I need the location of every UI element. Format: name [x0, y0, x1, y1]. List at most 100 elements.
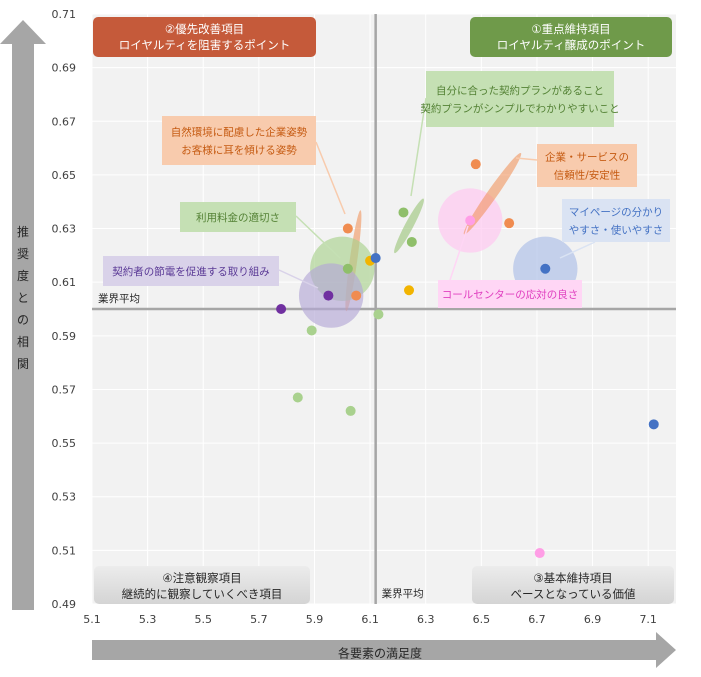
annotation-connector-saving [278, 269, 319, 289]
data-point [648, 419, 659, 430]
quadrant-title-q2: ②優先改善項目 [165, 22, 244, 36]
annotation-text-saving: 契約者の節電を促進する取り組み [112, 265, 270, 278]
y-tick-label: 0.51 [52, 544, 77, 557]
data-point [406, 236, 417, 247]
x-tick-label: 5.1 [83, 613, 101, 626]
y-tick-label: 0.55 [52, 437, 77, 450]
data-point [345, 405, 356, 416]
annotation-text-price: 利用料金の適切さ [196, 211, 280, 224]
y-axis-label-char: 関 [17, 357, 29, 371]
x-tick-label: 6.1 [361, 613, 379, 626]
x-axis-label: 各要素の満足度 [338, 646, 422, 661]
annotation-text-plan: 自分に合った契約プランがあること [436, 84, 604, 97]
annotation-text-mypage: マイページの分かり [569, 207, 663, 219]
data-point [398, 207, 409, 218]
annotation-box-mypage [562, 199, 670, 242]
annotation-box-nature [162, 116, 316, 165]
y-axis-label: 推奨度との相関 [17, 225, 29, 371]
data-point [465, 215, 476, 226]
x-axis-arrow [92, 632, 676, 668]
y-axis-label-char: と [17, 291, 29, 305]
x-tick-label: 5.7 [250, 613, 268, 626]
annotation-connector-mypage [559, 241, 596, 259]
quadrant-subtitle-q3: ベースとなっている価値 [510, 587, 636, 601]
data-point [351, 290, 362, 301]
y-tick-label: 0.67 [52, 115, 77, 128]
highlight-ellipse [394, 198, 424, 254]
y-axis-label-char: 相 [17, 335, 29, 349]
y-axis-label-char: 推 [17, 225, 29, 239]
annotation-text-nature: お客様に耳を傾ける姿勢 [181, 144, 297, 157]
data-point [540, 263, 551, 274]
quadrant-title-q4: ④注意観察項目 [162, 571, 241, 585]
data-point [276, 304, 287, 314]
data-point [504, 218, 515, 229]
y-axis-label-char: 度 [17, 268, 29, 283]
y-tick-label: 0.63 [52, 223, 77, 236]
x-tick-label: 7.1 [639, 613, 657, 626]
x-tick-label: 6.3 [417, 613, 435, 626]
annotation-text-trust: 企業・サービスの [545, 151, 629, 164]
data-point [306, 325, 317, 336]
annotation-text-nature: 自然環境に配慮した企業姿勢 [171, 126, 308, 139]
x-tick-label: 5.5 [194, 613, 212, 626]
data-point [470, 159, 481, 170]
axis-ticks: 5.1 5.3 5.5 5.7 5.9 6.1 6.3 6.5 6.7 6.9 7.1 0.71 0.6… [52, 8, 657, 626]
y-tick-label: 0.61 [52, 276, 77, 289]
annotation-connector-nature [315, 141, 346, 215]
y-tick-label: 0.59 [52, 330, 77, 343]
y-tick-label: 0.49 [52, 598, 77, 611]
annotation-box-callcenter [438, 280, 582, 308]
annotations: 自然環境に配慮した企業姿勢お客様に耳を傾ける姿勢利用料金の適切さ契約者の節電を促… [103, 71, 670, 308]
highlight-ellipse [463, 152, 522, 235]
quadrant-box-q3 [472, 566, 674, 604]
annotation-box-price [180, 202, 296, 232]
quadrant-title-q1: ①重点維持項目 [531, 22, 610, 36]
quadrant-box-q1 [470, 17, 672, 57]
connectors [278, 97, 596, 289]
x-reference-label: 業界平均 [382, 587, 424, 600]
data-point [373, 309, 384, 320]
y-reference-label: 業界平均 [98, 292, 140, 305]
annotation-connector-price [295, 215, 341, 259]
x-tick-label: 6.5 [473, 613, 491, 626]
data-point [292, 392, 303, 403]
annotation-connector-plan [410, 97, 427, 197]
annotation-connector-trust [515, 157, 538, 161]
x-tick-label: 6.9 [584, 613, 602, 626]
annotation-box-trust [537, 144, 637, 187]
annotation-text-mypage: やすさ・使いやすさ [569, 224, 664, 237]
quadrant-title-q3: ③基本維持項目 [533, 571, 612, 585]
quadrant-box-q4 [94, 566, 310, 604]
data-point [342, 223, 353, 234]
data-point [323, 290, 334, 301]
x-tick-label: 5.9 [306, 613, 324, 626]
data-point [404, 285, 415, 296]
annotation-box-saving [103, 256, 279, 286]
y-axis-label-char: 奨 [17, 247, 29, 261]
y-axis-label-char: の [17, 313, 29, 327]
y-tick-label: 0.69 [52, 62, 77, 75]
y-axis-arrow [0, 20, 46, 610]
x-tick-label: 5.3 [139, 613, 157, 626]
annotation-text-trust: 信頼性/安定性 [554, 169, 621, 182]
data-point [342, 263, 353, 274]
y-tick-label: 0.65 [52, 169, 77, 182]
x-tick-label: 6.7 [528, 613, 546, 626]
y-tick-label: 0.71 [52, 8, 77, 21]
annotation-text-callcenter: コールセンターの応対の良さ [442, 288, 579, 301]
quadrant-subtitle-q4: 継続的に観察していくべき項目 [122, 587, 283, 601]
quadrant-box-q2 [93, 17, 316, 57]
annotation-box-plan [426, 71, 614, 127]
annotation-text-plan: 契約プランがシンプルでわかりやすいこと [420, 102, 619, 115]
data-point [534, 548, 545, 559]
data-point [370, 253, 381, 264]
data-points [276, 159, 659, 559]
y-tick-label: 0.57 [52, 383, 77, 396]
quadrant-subtitle-q1: ロイヤルティ醸成のポイント [497, 38, 645, 52]
y-tick-label: 0.53 [52, 491, 77, 504]
annotation-connector-callcenter [449, 225, 469, 281]
